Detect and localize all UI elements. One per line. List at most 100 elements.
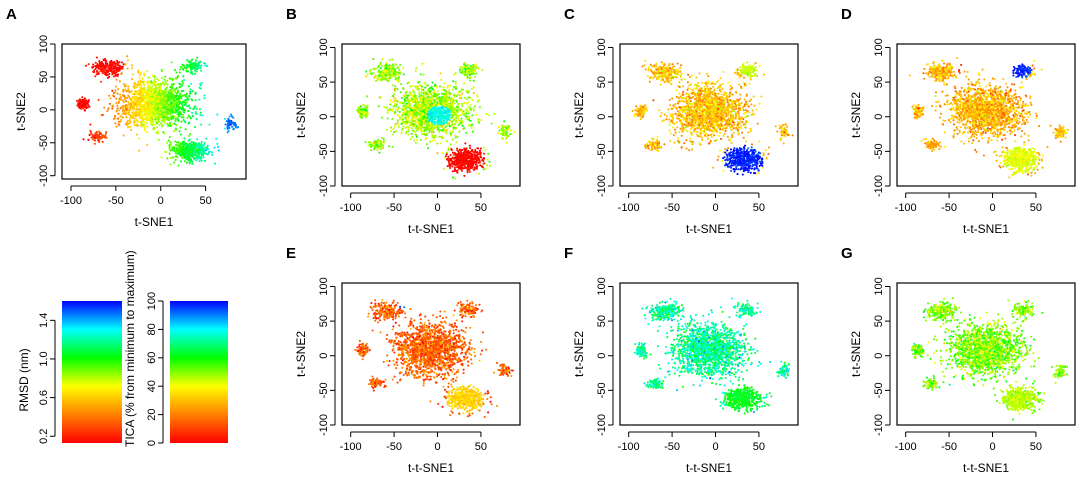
y-tick-label: 50	[318, 315, 330, 327]
x-axis-label: t-t-SNE1	[408, 222, 454, 236]
plot-frame	[341, 43, 521, 187]
y-axis: -100 -50 0 50 100 t-t-SNE2	[849, 38, 891, 197]
panel-A: A -100 -50 0 50 t-SNE1 -100 -50 0 50 100 t-SNE2	[6, 6, 247, 229]
y-tick-label: 100	[873, 38, 885, 56]
scatter-points	[908, 56, 1069, 179]
x-tick-label: -100	[895, 202, 917, 214]
x-tick-label: 0	[989, 202, 995, 214]
panel-letter: B	[286, 6, 297, 23]
colorbar-label: TICA (% from minimum to maximum)	[123, 250, 137, 447]
y-axis-label: t-t-SNE2	[294, 331, 308, 377]
y-axis: -100 -50 0 50 100 t-t-SNE2	[294, 277, 336, 436]
panel-letter: G	[841, 245, 853, 262]
y-axis-label: t-t-SNE2	[849, 92, 863, 138]
x-axis: -100 -50 0 50 t-t-SNE1	[618, 431, 765, 475]
x-axis: -100 -50 0 50 t-t-SNE1	[895, 192, 1042, 236]
y-axis: -100 -50 0 50 100 t-t-SNE2	[294, 38, 336, 197]
x-tick-label: -50	[941, 202, 957, 214]
x-tick-label: 50	[753, 441, 765, 453]
y-tick-label: -50	[596, 382, 608, 398]
x-tick-label: -50	[386, 202, 402, 214]
y-tick-label: -100	[318, 414, 330, 436]
y-axis: -100 -50 0 50 100 t-t-SNE2	[849, 277, 891, 436]
panel-letter: E	[286, 245, 296, 262]
x-tick-label: -100	[60, 195, 82, 207]
panel-B: B -100 -50 0 50 t-t-SNE1 -100 -50 0 50 100 t-t-SNE2	[286, 6, 521, 236]
colorbar-tick-label: 80	[146, 323, 158, 335]
x-axis-label: t-t-SNE1	[963, 461, 1009, 475]
scatter-points	[356, 57, 516, 180]
panel-E: E -100 -50 0 50 t-t-SNE1 -100 -50 0 50 100 t-t-SNE2	[286, 245, 521, 475]
x-tick-label: 50	[753, 202, 765, 214]
y-axis: -100 -50 0 50 100 t-t-SNE2	[572, 38, 614, 197]
y-tick-label: 100	[596, 277, 608, 295]
tica-colorbar: 0 20 40 60 80 100 TICA (% from minimum to maxi…	[123, 250, 228, 447]
colorbar-gradient	[170, 301, 228, 443]
scatter-points	[911, 297, 1069, 421]
x-tick-label: -50	[941, 441, 957, 453]
y-tick-label: 0	[873, 353, 885, 359]
x-axis: -100 -50 0 50 t-t-SNE1	[895, 431, 1042, 475]
colorbar-tick-label: 1.4	[38, 313, 50, 328]
scatter-points	[75, 55, 240, 167]
colorbar-tick-label: 0	[146, 440, 158, 446]
x-tick-label: 0	[434, 441, 440, 453]
x-tick-label: 0	[434, 202, 440, 214]
x-tick-label: -50	[664, 202, 680, 214]
y-tick-label: 50	[318, 76, 330, 88]
colorbar-tick-label: 100	[146, 292, 158, 310]
y-tick-label: 50	[873, 315, 885, 327]
x-tick-label: 50	[475, 441, 487, 453]
x-tick-label: 0	[989, 441, 995, 453]
y-tick-label: 100	[318, 38, 330, 56]
y-tick-label: 0	[318, 353, 330, 359]
rmsd-colorbar: 0.2 0.6 1.0 1.4 RMSD (nm)	[17, 301, 122, 444]
y-axis-label: t-SNE2	[14, 92, 28, 131]
y-tick-label: -50	[596, 143, 608, 159]
y-axis-label: t-t-SNE2	[572, 331, 586, 377]
colorbar-tick-label: 60	[146, 352, 158, 364]
y-tick-label: 0	[873, 114, 885, 120]
x-axis: -100 -50 0 50 t-t-SNE1	[340, 192, 487, 236]
y-tick-label: 0	[596, 114, 608, 120]
x-axis-label: t-t-SNE1	[408, 461, 454, 475]
x-axis-label: t-t-SNE1	[686, 461, 732, 475]
y-tick-label: -100	[596, 414, 608, 436]
y-tick-label: 50	[38, 71, 50, 83]
colorbar-tick-label: 0.2	[38, 429, 50, 444]
plot-frame	[896, 43, 1076, 187]
colorbar-tick-label: 20	[146, 408, 158, 420]
panel-F: F -100 -50 0 50 t-t-SNE1 -100 -50 0 50 100 t-t-SNE2	[564, 245, 799, 475]
colorbar-gradient	[62, 301, 122, 443]
y-axis-label: t-t-SNE2	[294, 92, 308, 138]
x-tick-label: 50	[1030, 202, 1042, 214]
x-tick-label: 0	[712, 441, 718, 453]
panel-letter: D	[841, 6, 852, 23]
plot-frame	[61, 43, 247, 180]
y-tick-label: -50	[873, 143, 885, 159]
y-tick-label: 50	[596, 76, 608, 88]
x-tick-label: 50	[1030, 441, 1042, 453]
y-tick-label: -100	[873, 175, 885, 197]
x-tick-label: -100	[618, 441, 640, 453]
y-tick-label: 0	[596, 353, 608, 359]
x-tick-label: -100	[895, 441, 917, 453]
colorbar-tick-label: 1.0	[38, 351, 50, 366]
y-axis: -100 -50 0 50 100 t-t-SNE2	[572, 277, 614, 436]
y-tick-label: -50	[38, 135, 50, 151]
scatter-points	[633, 297, 791, 415]
panel-letter: C	[564, 6, 575, 23]
plot-frame	[896, 282, 1076, 426]
panel-letter: A	[6, 6, 17, 23]
y-tick-label: -100	[38, 165, 50, 187]
y-axis-label: t-t-SNE2	[849, 331, 863, 377]
x-axis: -100 -50 0 50 t-t-SNE1	[340, 431, 487, 475]
panel-letter: F	[564, 245, 573, 262]
y-tick-label: -50	[318, 382, 330, 398]
y-tick-label: 100	[873, 277, 885, 295]
plot-frame	[619, 43, 799, 187]
x-tick-label: 0	[712, 202, 718, 214]
y-tick-label: 0	[318, 114, 330, 120]
x-tick-label: -100	[618, 202, 640, 214]
